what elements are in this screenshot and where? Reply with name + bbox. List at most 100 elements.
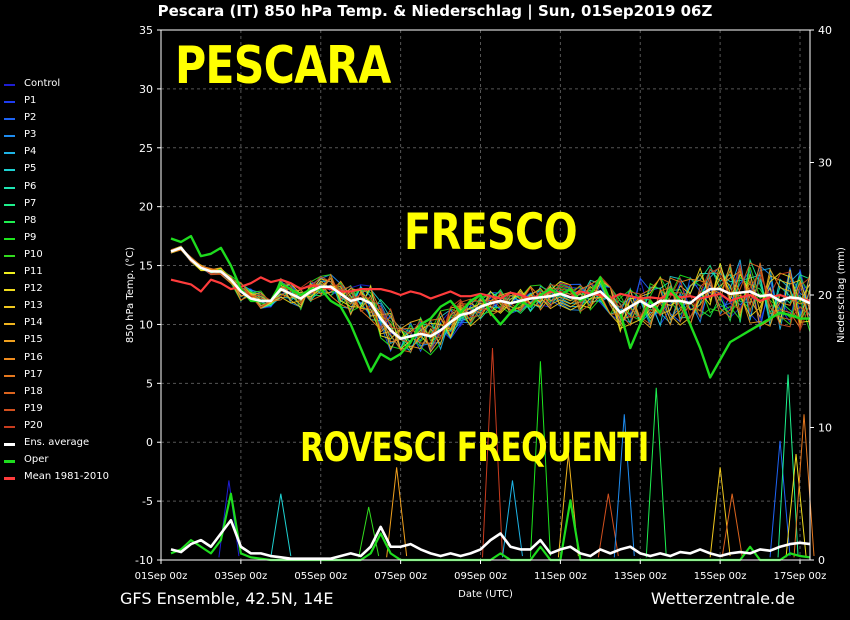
legend-swatch — [4, 391, 15, 394]
legend-label: P14 — [24, 317, 43, 329]
legend-label: P1 — [24, 95, 37, 107]
y-tick-label-left: 35 — [139, 24, 153, 37]
legend-label: P20 — [24, 419, 43, 431]
legend-label: P15 — [24, 334, 43, 346]
y-tick-label-right: 30 — [818, 157, 832, 170]
member-precip-peak — [721, 493, 743, 558]
y-tick-label-right: 20 — [818, 289, 832, 302]
legend-label: P11 — [24, 266, 43, 278]
legend-label: P9 — [24, 231, 37, 243]
legend-label: P13 — [24, 300, 43, 312]
member-precip-peak — [529, 361, 551, 558]
member-precip-peak — [785, 453, 807, 558]
member-precip-peak — [597, 493, 619, 558]
legend-swatch — [4, 186, 15, 189]
legend-swatch — [4, 237, 15, 240]
y-tick-label-left: 10 — [139, 318, 153, 331]
legend-swatch — [4, 460, 15, 464]
footer-source: Wetterzentrale.de — [650, 589, 795, 608]
overlay-city: PESCARA — [175, 36, 391, 96]
x-tick-label: 05Sep 00z — [294, 571, 347, 582]
member-precip-peak — [777, 374, 799, 558]
legend-swatch — [4, 323, 15, 326]
legend-swatch — [4, 340, 15, 343]
legend-label: Mean 1981-2010 — [24, 471, 109, 483]
x-tick-label: 03Sep 00z — [215, 571, 268, 582]
member-temp-line — [170, 249, 811, 351]
y-tick-label-left: 0 — [146, 436, 153, 449]
x-tick-label: 17Sep 00z — [774, 571, 827, 582]
chart-title: Pescara (IT) 850 hPa Temp. & Niederschla… — [157, 2, 713, 20]
legend-swatch — [4, 272, 15, 275]
x-tick-label: 11Sep 00z — [534, 571, 587, 582]
member-precip-peak — [482, 347, 503, 558]
member-precip-peak — [645, 387, 667, 558]
chart-axes: 35 30 25 20 15 10 5 0 -5 -10 40 30 20 10 0 01Sep 00z 03S… — [125, 24, 847, 600]
member-precip-peak — [613, 414, 635, 558]
x-tick-label: 07Sep 00z — [374, 571, 427, 582]
legend-label: P7 — [24, 197, 37, 209]
y-tick-label-left: -5 — [142, 495, 153, 508]
oper-precip-line — [170, 492, 811, 562]
legend-swatch — [4, 477, 15, 481]
oper-temp-line — [170, 234, 810, 379]
legend-swatch — [4, 203, 15, 206]
legend-label: Oper — [24, 454, 49, 466]
ensemble-members — [170, 245, 815, 558]
legend-swatch — [4, 254, 15, 257]
legend-swatch — [4, 306, 15, 309]
legend-swatch — [4, 442, 15, 446]
member-precip-peak — [270, 493, 292, 558]
legend-swatch — [4, 169, 15, 172]
legend-label: P17 — [24, 368, 43, 380]
legend-swatch — [4, 118, 15, 121]
legend-swatch — [4, 357, 15, 360]
y-tick-label-right: 10 — [818, 422, 832, 435]
legend-label: Ens. average — [24, 436, 90, 448]
ens-average-temp-line — [170, 246, 811, 340]
x-axis-label: Date (UTC) — [458, 589, 513, 600]
y-axis-label-right: Niederschlag (mm) — [836, 247, 847, 343]
y-tick-label-left: 15 — [139, 260, 153, 273]
legend-label: P5 — [24, 163, 37, 175]
y-tick-label-left: 20 — [139, 201, 153, 214]
legend-swatch — [4, 152, 15, 155]
footer-model-info: GFS Ensemble, 42.5N, 14E — [120, 589, 334, 608]
y-tick-label-left: 30 — [139, 83, 153, 96]
y-axis-label-left: 850 hPa Temp. (°C) — [125, 247, 136, 343]
legend-label: P16 — [24, 351, 43, 363]
legend-swatch — [4, 101, 15, 104]
y-tick-label-right: 40 — [818, 24, 832, 37]
x-tick-label: 15Sep 00z — [694, 571, 747, 582]
overlay-headline: FRESCO — [404, 203, 578, 261]
member-precip-peak — [501, 480, 523, 558]
legend-label: P3 — [24, 129, 37, 141]
y-tick-label-left: -10 — [135, 554, 153, 567]
legend-swatch — [4, 425, 15, 428]
x-tick-label: 09Sep 00z — [454, 571, 507, 582]
legend-label: P19 — [24, 402, 43, 414]
legend-label: P10 — [24, 248, 43, 260]
legend-swatch — [4, 374, 15, 377]
legend-label: P2 — [24, 112, 37, 124]
y-tick-label-left: 25 — [139, 142, 153, 155]
legend-label: P4 — [24, 146, 37, 158]
legend-swatch — [4, 220, 15, 223]
member-precip-peak — [769, 440, 791, 558]
ens-average-precip-line — [170, 518, 811, 560]
y-tick-label-right: 0 — [818, 554, 825, 567]
legend-label: P6 — [24, 180, 37, 192]
legend-swatch — [4, 84, 15, 86]
legend-label: Control — [24, 78, 61, 89]
overlay-subheadline: ROVESCI FREQUENTI — [300, 425, 649, 471]
member-temp-line — [170, 247, 811, 351]
y-tick-label-left: 5 — [146, 377, 153, 390]
member-precip-peak — [386, 467, 408, 558]
x-tick-label: 01Sep 00z — [135, 571, 188, 582]
x-tick-label: 13Sep 00z — [614, 571, 667, 582]
legend-label: P12 — [24, 283, 43, 295]
member-precip-peak — [793, 414, 815, 558]
legend-label: P18 — [24, 385, 43, 397]
legend-swatch — [4, 289, 15, 292]
